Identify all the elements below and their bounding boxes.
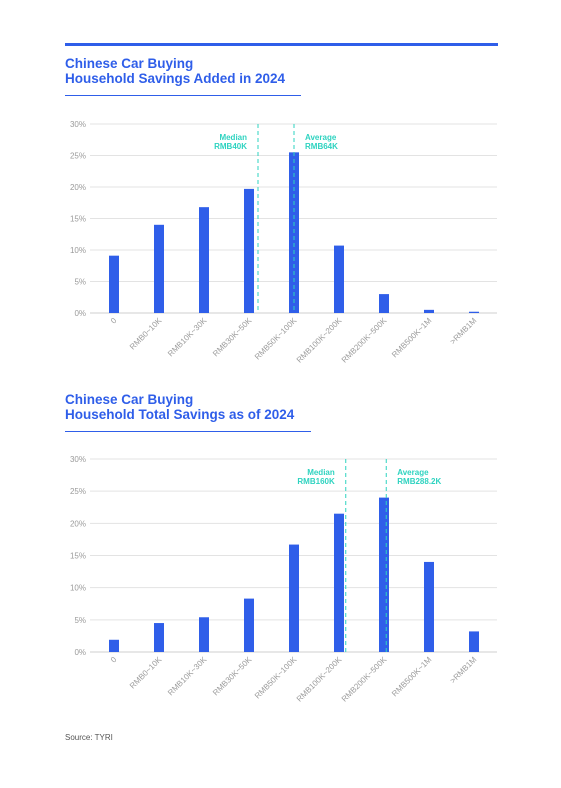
y-tick-label: 30%	[70, 455, 86, 464]
chart-1-title-line-2: Household Savings Added in 2024	[65, 71, 286, 86]
y-tick-label: 5%	[74, 278, 86, 287]
y-tick-label: 0%	[74, 648, 86, 657]
x-tick-label: RMB30K~50K	[211, 655, 254, 698]
bar	[109, 639, 119, 652]
bar	[199, 207, 209, 313]
x-tick-label: RMB10K~30K	[166, 316, 209, 359]
x-tick-label: RMB200K~500K	[340, 655, 389, 704]
x-tick-label: RMB30K~50K	[211, 316, 254, 359]
x-tick-label: >RMB1M	[448, 316, 478, 346]
bar	[424, 561, 434, 652]
bar	[289, 544, 299, 652]
bar	[244, 598, 254, 652]
bar	[424, 309, 434, 313]
x-tick-label: RMB0~10K	[128, 655, 164, 691]
annotation-label: RMB288.2K	[397, 477, 441, 486]
y-tick-label: 15%	[70, 552, 86, 561]
chart-2-svg: 0%5%10%15%20%25%30%0 RMB0~10K RMB10K~30K RM…	[70, 455, 497, 704]
y-tick-label: 20%	[70, 183, 86, 192]
y-tick-label: 20%	[70, 519, 86, 528]
x-tick-label: 0	[109, 655, 119, 665]
y-tick-label: 30%	[70, 120, 86, 129]
annotation-label: Median	[219, 133, 247, 142]
bar	[469, 311, 479, 313]
source-note: Source: TYRI	[65, 733, 113, 742]
x-tick-label: RMB100K~200K	[295, 316, 344, 365]
x-tick-label: >RMB1M	[448, 655, 478, 685]
annotation-label: Median	[307, 468, 335, 477]
annotation-label: RMB64K	[305, 142, 338, 151]
chart-2-title: Chinese Car Buying Household Total Savin…	[65, 392, 294, 422]
chart-1-title: Chinese Car Buying Household Savings Add…	[65, 56, 285, 86]
bar	[154, 224, 164, 313]
annotation-label: RMB160K	[297, 477, 335, 486]
top-accent-rule	[65, 43, 498, 46]
x-tick-label: RMB50K~100K	[253, 655, 299, 701]
chart-1-title-rule	[65, 95, 301, 96]
x-tick-label: 0	[109, 316, 119, 326]
y-tick-label: 10%	[70, 246, 86, 255]
chart-2-title-line-1: Chinese Car Buying	[65, 392, 194, 407]
chart-2-title-rule	[65, 431, 311, 432]
bar	[379, 497, 389, 652]
bar	[469, 631, 479, 652]
y-tick-label: 10%	[70, 584, 86, 593]
chart-2-title-line-2: Household Total Savings as of 2024	[65, 407, 295, 422]
x-tick-label: RMB200K~500K	[340, 316, 389, 365]
x-tick-label: RMB100K~200K	[295, 655, 344, 704]
bar	[154, 623, 164, 652]
bar	[334, 513, 344, 652]
bar	[244, 188, 254, 313]
annotation-label: Average	[397, 468, 429, 477]
chart-1-title-line-1: Chinese Car Buying	[65, 56, 194, 71]
annotation-label: Average	[305, 133, 337, 142]
y-tick-label: 25%	[70, 487, 86, 496]
bar	[199, 617, 209, 652]
y-tick-label: 5%	[74, 616, 86, 625]
x-tick-label: RMB0~10K	[128, 316, 164, 352]
x-tick-label: RMB500K~1M	[390, 316, 434, 360]
x-tick-label: RMB500K~1M	[390, 655, 434, 699]
x-tick-label: RMB10K~30K	[166, 655, 209, 698]
y-tick-label: 0%	[74, 309, 86, 318]
annotation-label: RMB40K	[214, 142, 247, 151]
bar	[379, 294, 389, 313]
bar	[334, 245, 344, 313]
y-tick-label: 15%	[70, 215, 86, 224]
chart-1-svg: 0%5%10%15%20%25%30%0 RMB0~10K RMB10K~30K RM…	[70, 120, 497, 365]
y-tick-label: 25%	[70, 152, 86, 161]
x-tick-label: RMB50K~100K	[253, 316, 299, 362]
bar	[109, 255, 119, 313]
